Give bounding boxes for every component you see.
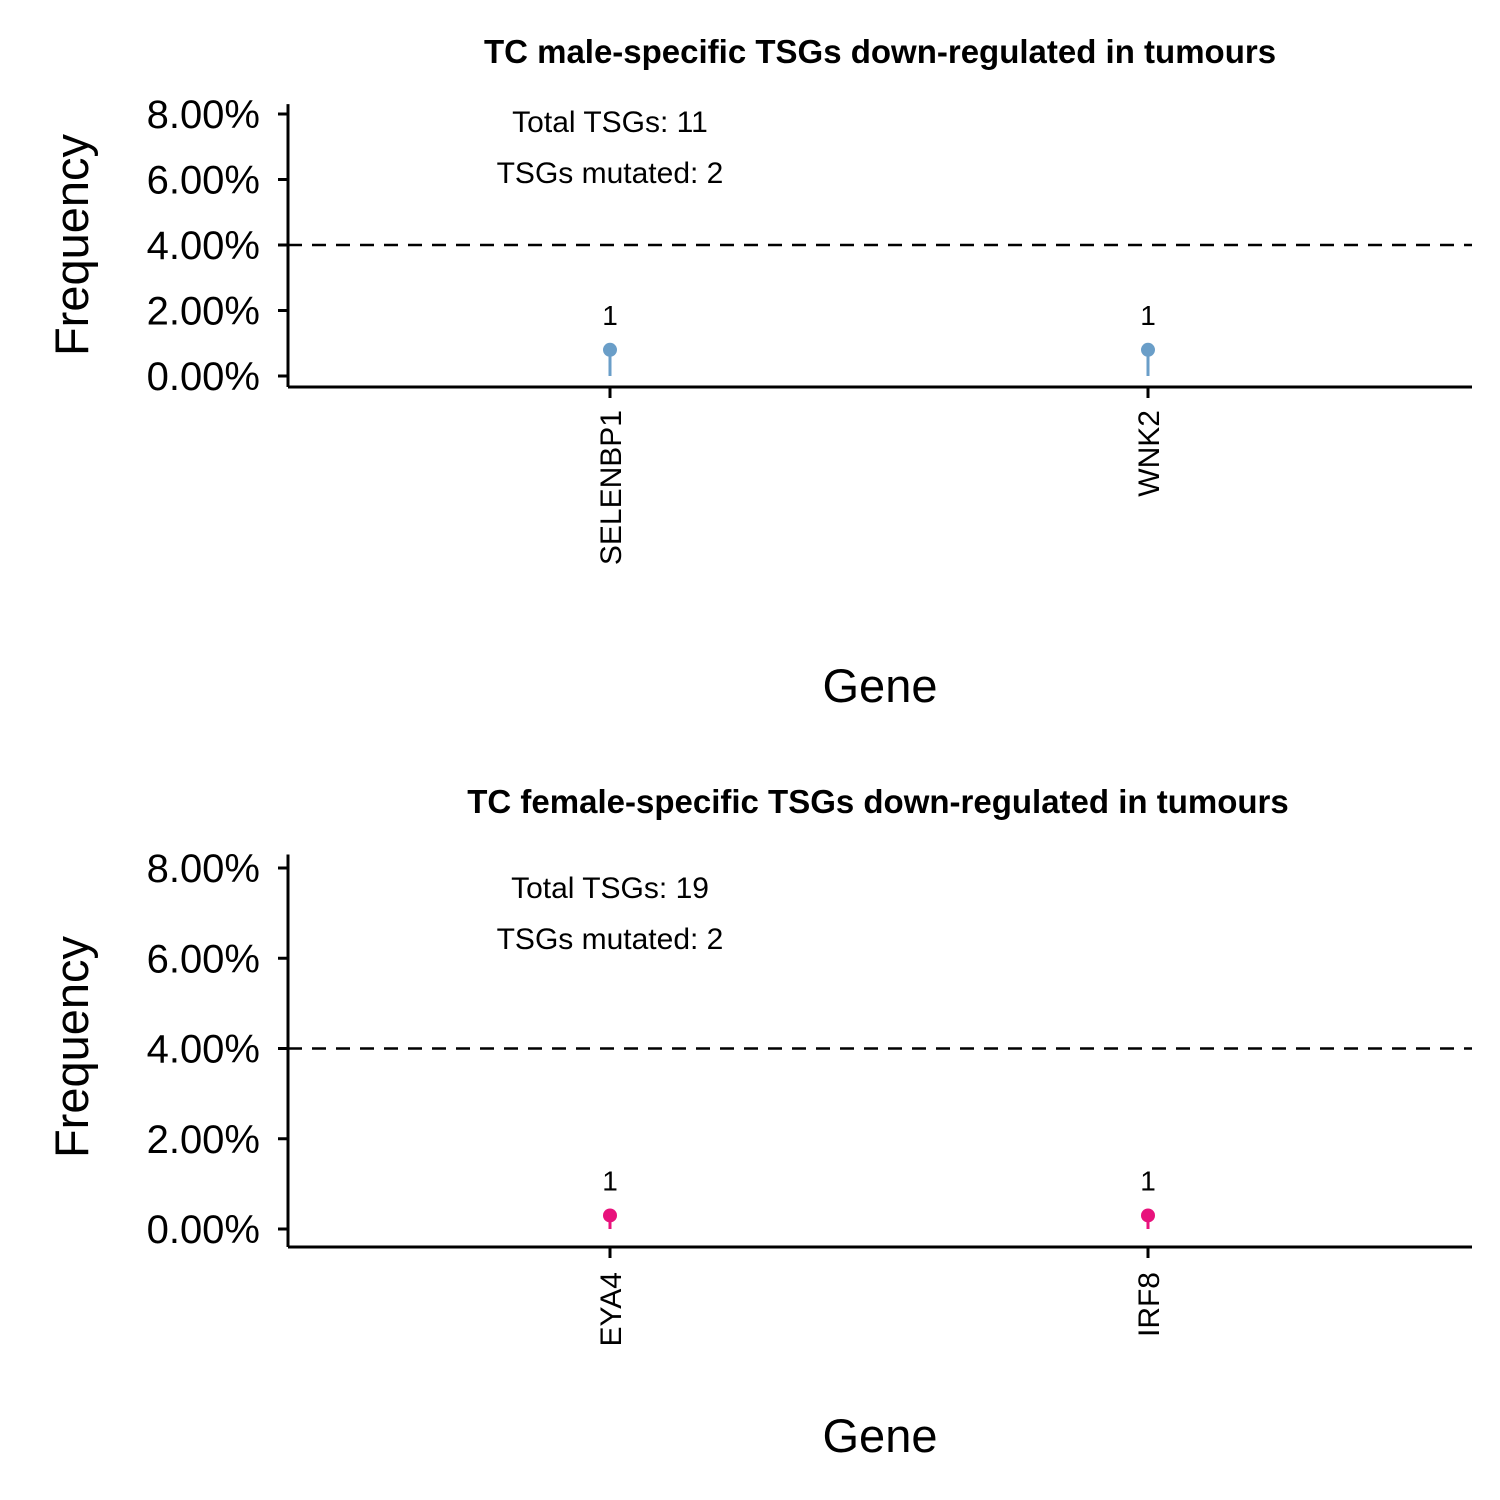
chart-title: TC female-specific TSGs down-regulated i… [467,783,1288,820]
count-label: 1 [1140,1165,1156,1196]
x-axis-title: Gene [823,659,938,712]
x-tick-label: WNK2 [1133,410,1166,497]
lollipop-point [1141,342,1155,357]
chart-title: TC male-specific TSGs down-regulated in … [484,33,1276,70]
y-axis-title: Frequency [45,935,98,1158]
y-tick-label: 2.00% [147,1118,260,1162]
x-axis-title: Gene [823,1409,938,1462]
y-axis-title: Frequency [45,133,98,356]
count-label: 1 [602,300,618,331]
annotation-tsgs-mutated: TSGs mutated: 2 [497,157,724,190]
y-tick-label: 4.00% [147,224,260,268]
y-tick-label: 4.00% [147,1028,260,1072]
chart-panel-male: TC male-specific TSGs down-regulated in … [45,33,1472,712]
x-tick-label: IRF8 [1133,1272,1166,1337]
x-tick-label: SELENBP1 [595,410,628,565]
lollipop-point [603,342,617,357]
chart-panel-female: TC female-specific TSGs down-regulated i… [45,783,1472,1462]
x-tick-label: EYA4 [595,1272,628,1347]
y-tick-label: 8.00% [147,847,260,891]
y-tick-label: 2.00% [147,290,260,334]
lollipop-point [1141,1208,1155,1223]
count-label: 1 [1140,300,1156,331]
y-tick-label: 6.00% [147,937,260,981]
y-tick-label: 0.00% [147,1208,260,1252]
y-tick-label: 8.00% [147,93,260,137]
y-tick-label: 0.00% [147,355,260,399]
lollipop-point [603,1208,617,1223]
annotation-tsgs-mutated: TSGs mutated: 2 [497,923,724,956]
count-label: 1 [602,1165,618,1196]
annotation-total-tsgs: Total TSGs: 19 [511,872,709,905]
y-tick-label: 6.00% [147,159,260,203]
annotation-total-tsgs: Total TSGs: 11 [512,106,708,139]
